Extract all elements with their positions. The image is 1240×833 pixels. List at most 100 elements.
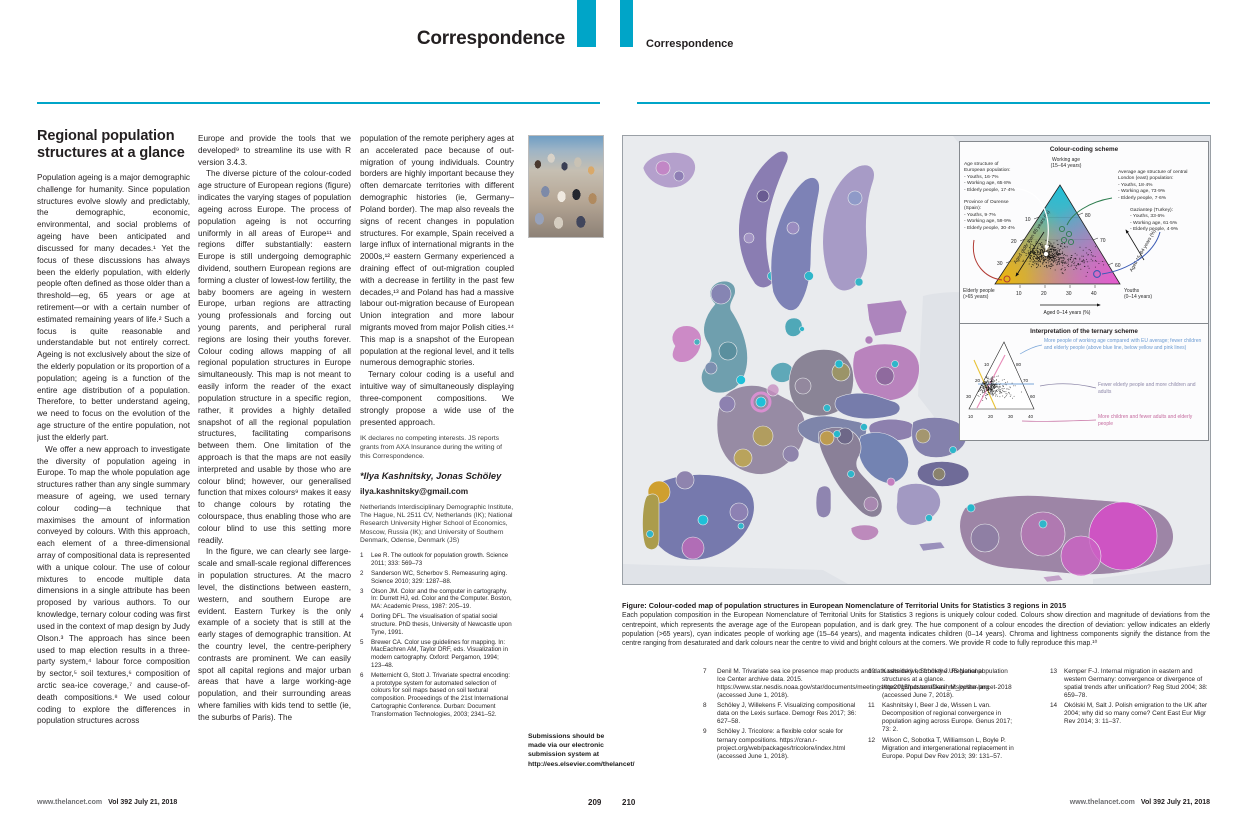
article-title: Regional population structures at a glan… (37, 128, 185, 162)
paragraph: Europe and provide the tools that we dev… (198, 134, 351, 167)
axis-label-right: Aged 15–64 years (%) (1129, 228, 1158, 273)
reference-item: 12 Wilson C, Sobotka T, Williamson L, Boy… (868, 736, 1014, 760)
reference-item: 4 Dorling DFL. The visualisation of spati… (360, 613, 512, 636)
city-dublin (693, 338, 701, 346)
legend-colour-coding-scheme: Colour-coding scheme (959, 141, 1209, 325)
marker-eu-average (1043, 251, 1049, 257)
submission-url-link[interactable]: http://ees.elsevier.com/thelancet/ (528, 760, 635, 768)
svg-text:60: 60 (1030, 394, 1036, 399)
svg-text:60: 60 (1115, 263, 1121, 269)
article-column-1: Population ageing is a major demographic… (37, 172, 190, 800)
submission-note: Submissions should be made via our elect… (528, 733, 635, 768)
svg-text:80: 80 (1016, 362, 1022, 367)
region-patch (673, 170, 685, 182)
legend-label-elderly: Elderly people (>65 years) (963, 288, 995, 301)
reference-column-b: 10 Kashnitsky I, Schöley J. Regional popu… (868, 668, 1018, 763)
paragraph: The diverse picture of the colour-coded … (198, 169, 351, 545)
mini-ternary-outline (968, 341, 1035, 410)
city-ankara (1038, 519, 1048, 529)
reference-item: 3 Olson JM. Color and the computer in car… (360, 587, 512, 611)
curve-ourense (972, 239, 1003, 281)
region-baltics (866, 299, 908, 337)
author-email[interactable]: ilya.kashnitsky@gmail.com (360, 485, 469, 496)
svg-text:10: 10 (1025, 217, 1031, 223)
interpretation-item-pink: More children and fewer adults and elder… (1098, 414, 1193, 427)
region-cyprus (1042, 574, 1064, 583)
region-patch (1060, 535, 1102, 577)
legend-label-working-age: Working age (15–64 years) (1050, 157, 1082, 170)
legend-interpretation: Interpretation of the ternary scheme 10 … (959, 323, 1209, 441)
region-patch (794, 377, 812, 395)
header-rule-left (37, 102, 600, 104)
svg-text:80: 80 (1085, 213, 1091, 219)
region-czech-slovakia (834, 392, 901, 420)
region-patch (675, 470, 695, 490)
region-portugal (642, 493, 660, 550)
region-patch (1020, 511, 1066, 557)
city-vienna (860, 423, 868, 431)
figure-map-box: Colour-coding scheme (622, 135, 1211, 585)
page-number-left: 209 (588, 798, 602, 807)
conflict-of-interest-note: IK declares no competing interests. JS r… (360, 435, 503, 461)
reference-column-c: 13 Kemper F-J. Internal migration in east… (1050, 668, 1208, 728)
region-east-turkey (1088, 501, 1158, 571)
region-patch (863, 496, 879, 512)
region-patch (766, 383, 780, 397)
marker-ourense (1003, 275, 1011, 283)
svg-text:30: 30 (997, 261, 1003, 267)
header-rule-right (637, 102, 1210, 104)
city-rome (847, 470, 855, 478)
city-madrid (697, 514, 709, 526)
legend-annotation-london: Average age structure of central London … (1118, 170, 1188, 201)
marker-london-boroughs (1058, 225, 1075, 246)
region-ireland (671, 325, 702, 363)
city-helsinki (854, 277, 864, 287)
footer-issue: Vol 392 July 21, 2018 (108, 799, 178, 806)
interpretation-plot: 10 20 30 80 70 60 10 20 30 40 (966, 341, 1097, 422)
land-nonnuts-africa (623, 564, 848, 584)
legend-annotation-eu: Age structure of European population: - … (964, 162, 1015, 193)
city-lisbon (646, 530, 654, 538)
axis-arrow-left (1015, 231, 1045, 277)
marker-gaziantep (1093, 270, 1101, 278)
reference-list-left: 1 Lee R. The outlook for population growt… (360, 552, 514, 718)
city-milan (833, 430, 841, 438)
crowd-photo (528, 135, 604, 238)
region-patch (752, 425, 774, 447)
svg-text:30: 30 (1066, 291, 1072, 297)
region-crete (918, 541, 946, 552)
footer-right: www.thelancet.com Vol 392 July 21, 2018 (1070, 799, 1210, 806)
ternary-ticks: 10 20 30 80 70 60 10 20 30 40 (997, 212, 1121, 297)
city-stockholm (804, 271, 814, 281)
region-patch (932, 467, 946, 481)
reference-item: 7 Denil M. Trivariate sea ice presence ma… (703, 668, 990, 700)
scatter-regions-small (977, 375, 1022, 402)
mini-ternary-ticks: 10 20 30 80 70 60 10 20 30 40 (966, 362, 1036, 419)
city-munich (823, 404, 831, 412)
region-paris-ring (750, 391, 772, 413)
legend-annotation-ourense: Province of Ourense (Spain): - Youths, 9… (964, 200, 1015, 231)
city-bucharest (949, 446, 957, 454)
svg-text:10: 10 (968, 414, 974, 419)
city-istanbul (966, 503, 976, 513)
reference-item: 5 Brewer CA. Color use guidelines for map… (360, 638, 508, 669)
reference-item: 8 Schöley J, Willekens F. Visualizing com… (703, 702, 857, 726)
paragraph: Ternary colour coding is a useful and in… (360, 370, 514, 427)
region-patch (655, 160, 671, 176)
city-paris (755, 396, 767, 408)
reference-item: 2 Sanderson WC, Scherbov S. Remeasuring a… (360, 570, 508, 585)
figure-caption: Figure: Colour-coded map of population s… (622, 601, 1210, 648)
city-warsaw (891, 360, 899, 368)
region-albania (886, 477, 896, 487)
section-title-right: Correspondence (646, 38, 734, 50)
svg-text:20: 20 (1011, 239, 1017, 245)
axis-label-bottom: Aged 0–14 years (%) (1044, 310, 1091, 316)
curve-eu-average (999, 187, 1050, 252)
page-number-right: 210 (622, 798, 636, 807)
paragraph: Population ageing is a major demographic… (37, 173, 190, 442)
region-brittany (718, 395, 736, 413)
scatter-regions (1022, 240, 1105, 277)
paragraph: In the figure, we can clearly see large-… (198, 547, 351, 722)
leader-pink (1021, 419, 1097, 422)
region-patch (729, 502, 749, 522)
